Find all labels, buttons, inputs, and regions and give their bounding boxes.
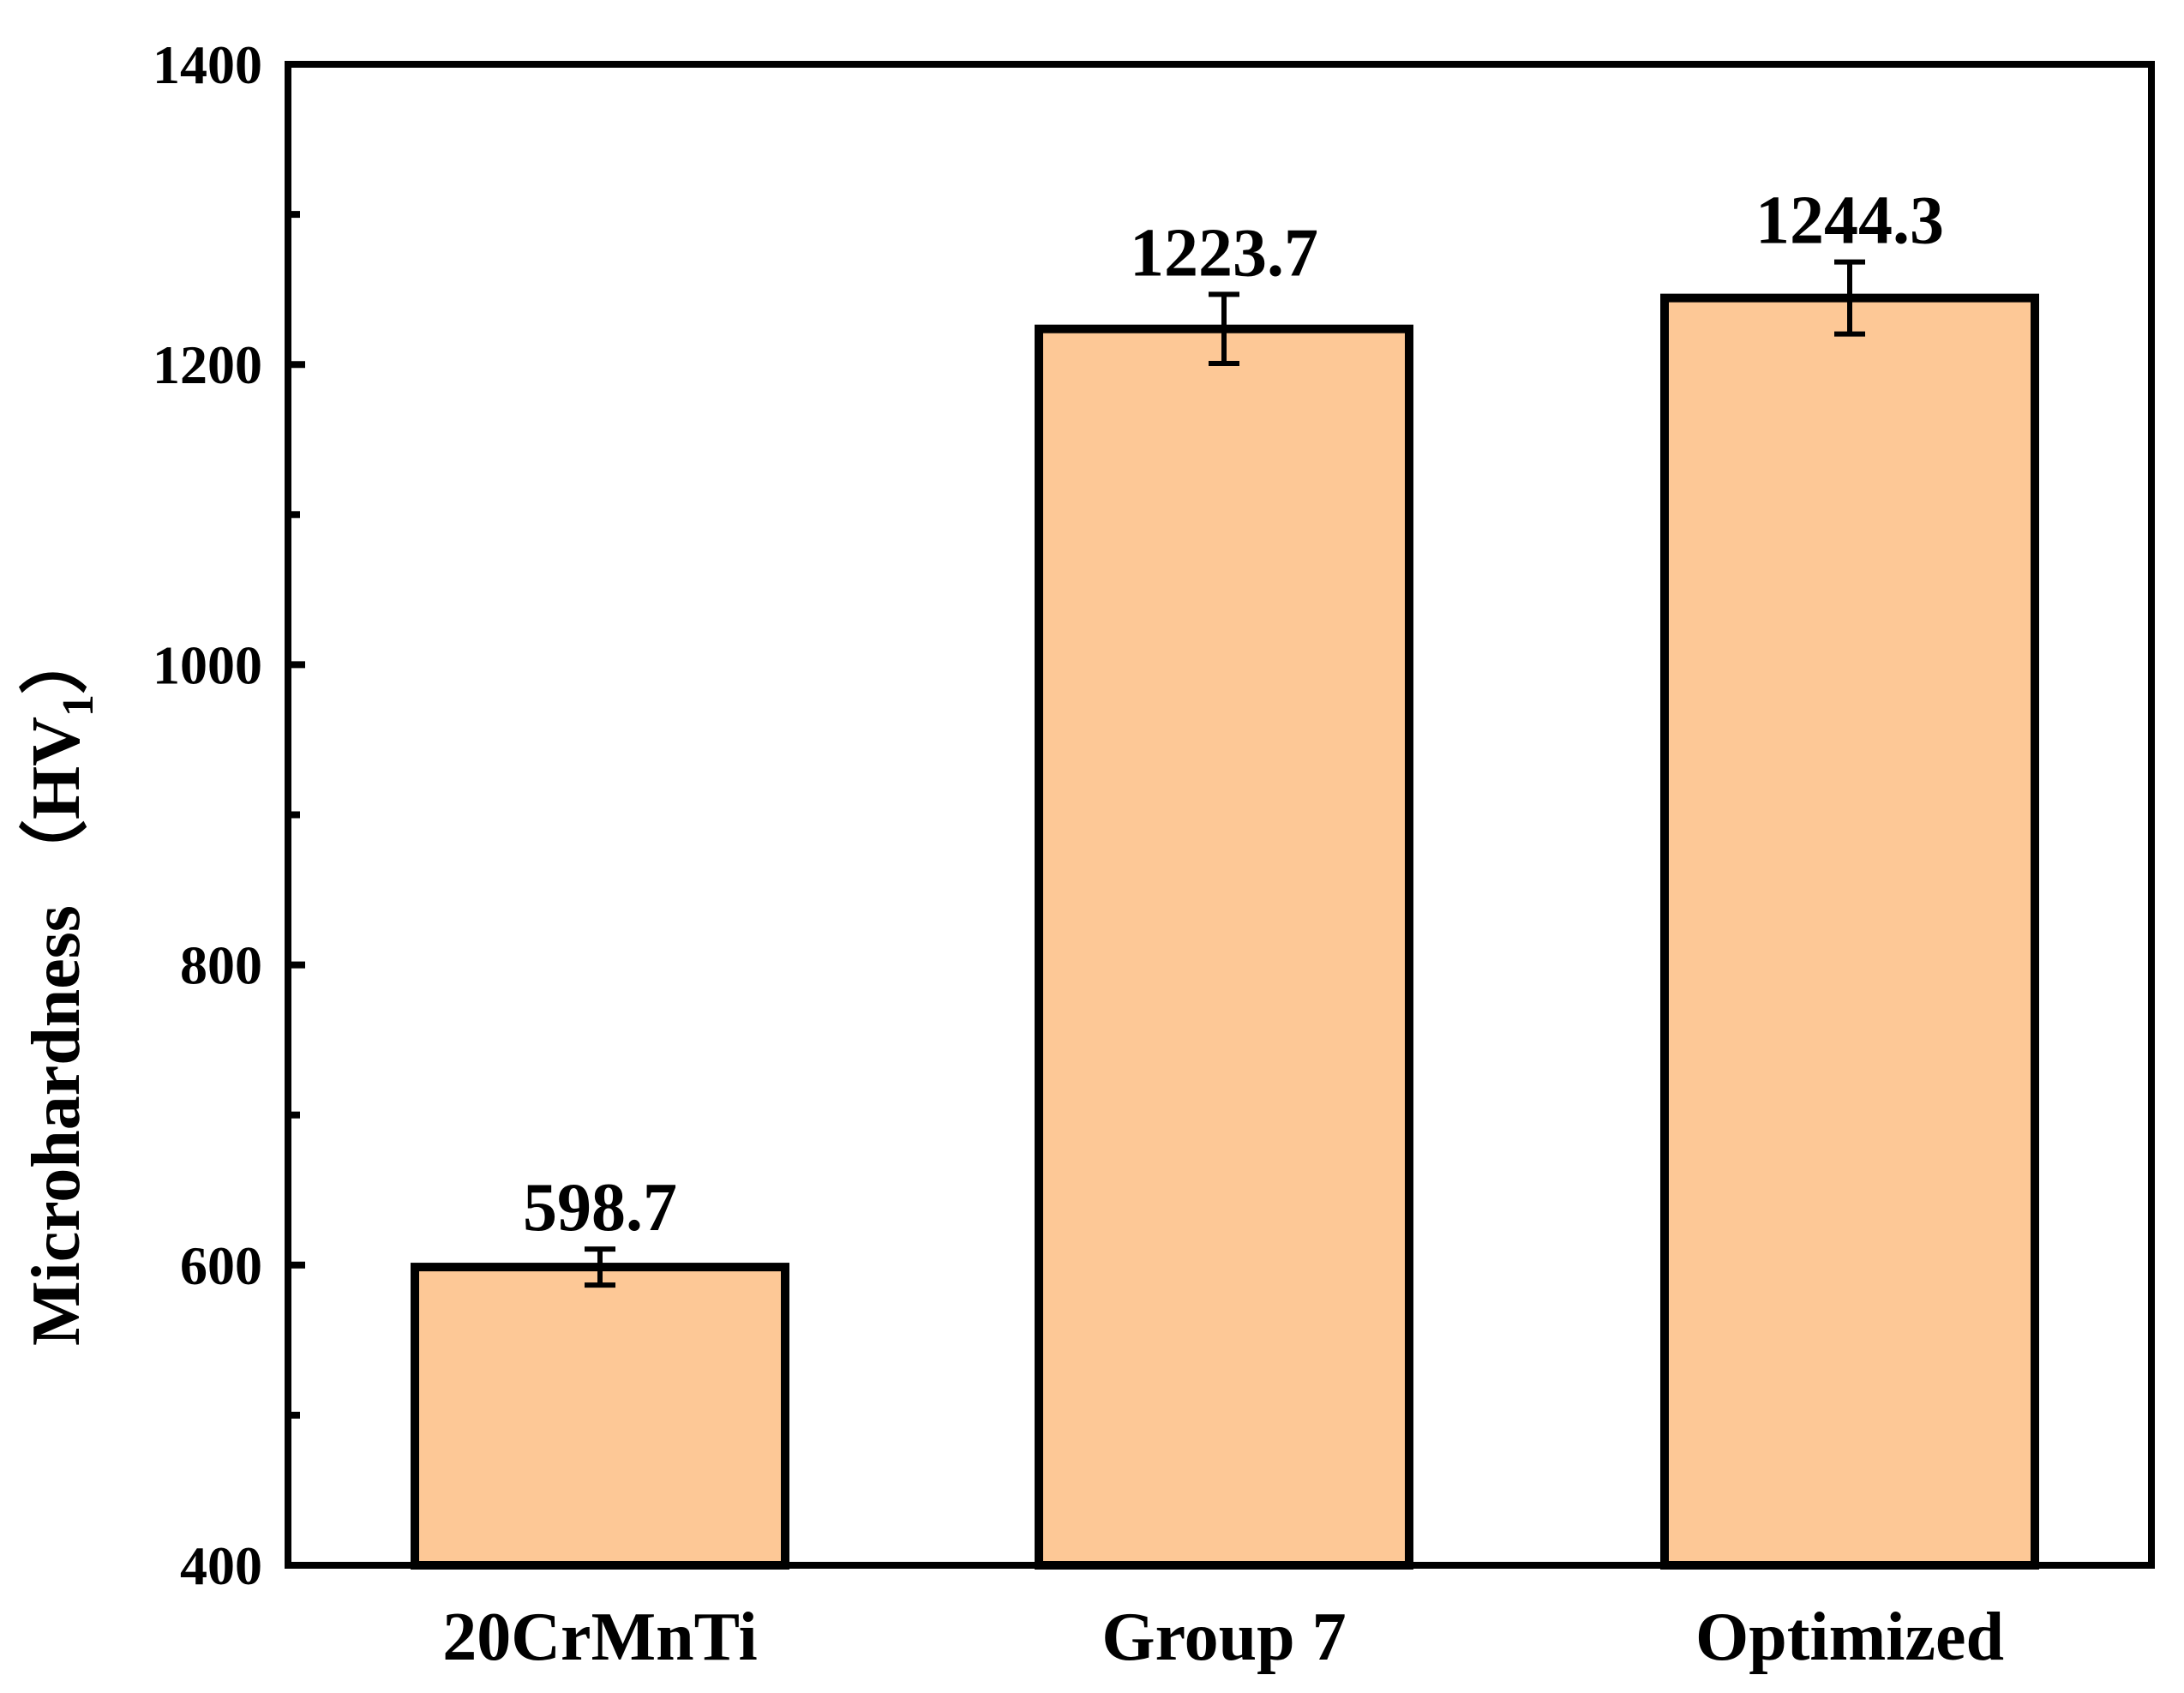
bar-1 <box>1035 324 1413 1570</box>
bar-2 <box>1660 293 2039 1570</box>
data-label-2: 1244.3 <box>1755 183 1944 259</box>
y-axis-title-main: Microhardness （HV <box>19 717 94 1346</box>
bar-0 <box>411 1263 789 1570</box>
y-tick-label-2: 800 <box>180 935 262 996</box>
y-tick-label-3: 1000 <box>153 634 262 695</box>
data-label-1: 1223.7 <box>1130 215 1318 291</box>
error-bar-0 <box>585 1246 615 1288</box>
y-tick-label-1: 600 <box>180 1235 262 1296</box>
error-bar-1 <box>1209 291 1239 366</box>
x-tick-label-1: Group 7 <box>1101 1600 1346 1675</box>
y-axis-title-close: ） <box>19 626 94 694</box>
error-bar-2 <box>1834 259 1865 337</box>
axes-layer <box>285 61 2155 1569</box>
error-bars-layer <box>585 259 1865 1288</box>
y-tick-label-5: 1400 <box>153 34 262 95</box>
y-axis-title: Microhardness （HV1） <box>19 626 103 1346</box>
y-tick-label-4: 1200 <box>153 334 262 395</box>
y-tick-label-0: 400 <box>180 1535 262 1596</box>
bars-layer <box>411 293 2039 1570</box>
data-label-0: 598.7 <box>523 1170 677 1246</box>
x-tick-label-0: 20CrMnTi <box>442 1600 757 1675</box>
labels-layer: 598.7 20CrMnTi 1223.7 Group 7 1244.3 Optimize… <box>153 34 2004 1675</box>
x-tick-label-2: Optimized <box>1695 1600 2004 1675</box>
y-axis-title-subscript: 1 <box>54 694 103 717</box>
